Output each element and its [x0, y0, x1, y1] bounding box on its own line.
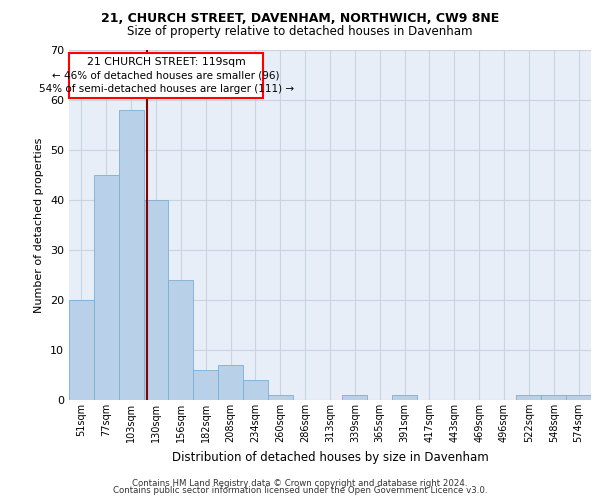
Bar [243, 380, 268, 400]
Bar [119, 110, 143, 400]
Bar [343, 395, 367, 400]
Bar [94, 175, 119, 400]
FancyBboxPatch shape [70, 52, 263, 98]
Bar [69, 300, 94, 400]
X-axis label: Distribution of detached houses by size in Davenham: Distribution of detached houses by size … [172, 450, 488, 464]
Bar [541, 395, 566, 400]
Text: Contains public sector information licensed under the Open Government Licence v3: Contains public sector information licen… [113, 486, 487, 495]
Bar [517, 395, 541, 400]
Bar [169, 280, 193, 400]
Text: Contains HM Land Registry data © Crown copyright and database right 2024.: Contains HM Land Registry data © Crown c… [132, 478, 468, 488]
Y-axis label: Number of detached properties: Number of detached properties [34, 138, 44, 312]
Text: 54% of semi-detached houses are larger (111) →: 54% of semi-detached houses are larger (… [38, 84, 294, 94]
Text: Size of property relative to detached houses in Davenham: Size of property relative to detached ho… [127, 25, 473, 38]
Bar [392, 395, 417, 400]
Bar [143, 200, 169, 400]
Bar [193, 370, 218, 400]
Bar [218, 365, 243, 400]
Bar [566, 395, 591, 400]
Bar [268, 395, 293, 400]
Text: 21 CHURCH STREET: 119sqm: 21 CHURCH STREET: 119sqm [87, 56, 245, 66]
Text: 21, CHURCH STREET, DAVENHAM, NORTHWICH, CW9 8NE: 21, CHURCH STREET, DAVENHAM, NORTHWICH, … [101, 12, 499, 26]
Text: ← 46% of detached houses are smaller (96): ← 46% of detached houses are smaller (96… [52, 70, 280, 80]
